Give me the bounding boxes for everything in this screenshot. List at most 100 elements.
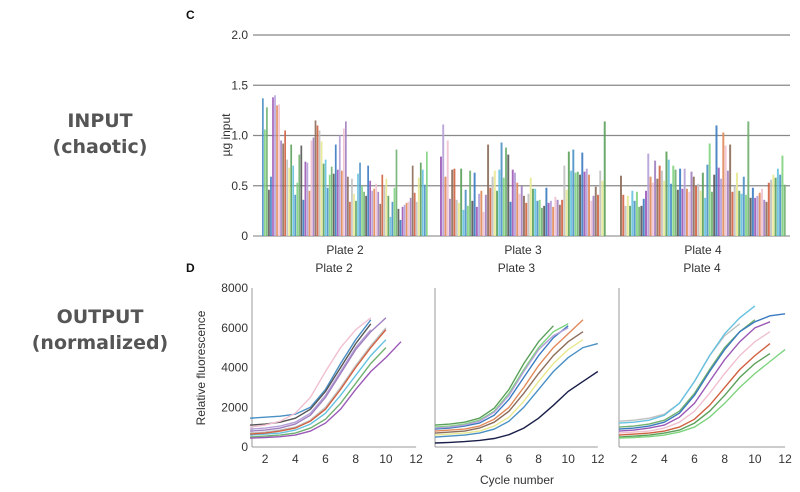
bar bbox=[629, 205, 632, 236]
bar bbox=[338, 135, 341, 236]
fluorescence-curve bbox=[249, 317, 372, 428]
bar bbox=[395, 149, 398, 236]
bar bbox=[701, 172, 704, 236]
bar bbox=[282, 143, 284, 236]
bar bbox=[367, 165, 369, 236]
input-title: INPUT bbox=[67, 110, 133, 132]
bar bbox=[594, 186, 597, 236]
bar bbox=[314, 120, 317, 236]
bar bbox=[296, 182, 299, 236]
y-tick-label: 6000 bbox=[221, 321, 248, 335]
bar bbox=[385, 178, 388, 236]
bar bbox=[572, 149, 575, 236]
bar bbox=[393, 187, 396, 236]
bar bbox=[274, 95, 276, 236]
bar bbox=[656, 178, 659, 236]
y-tick-label: 0 bbox=[241, 229, 248, 243]
bar bbox=[411, 165, 414, 236]
bar bbox=[554, 196, 557, 236]
bar bbox=[529, 177, 532, 236]
bar bbox=[651, 182, 654, 236]
bar bbox=[457, 202, 460, 236]
bar bbox=[590, 200, 593, 236]
bar bbox=[478, 193, 481, 236]
y-axis-label: Relative fluorescence bbox=[194, 310, 208, 425]
bar bbox=[654, 160, 657, 236]
bar bbox=[381, 174, 384, 236]
bar bbox=[640, 205, 643, 236]
bar bbox=[310, 140, 313, 236]
bar bbox=[357, 173, 359, 236]
bar bbox=[754, 197, 757, 236]
bar bbox=[638, 206, 641, 236]
fluorescence-curve bbox=[618, 331, 771, 434]
bar bbox=[525, 202, 528, 236]
fluorescence-curve bbox=[434, 339, 584, 436]
bar bbox=[423, 184, 426, 236]
bar bbox=[320, 141, 323, 236]
bar bbox=[781, 155, 784, 236]
x-tick-label: 10 bbox=[562, 452, 576, 466]
fluorescence-curve bbox=[249, 319, 372, 419]
bar bbox=[278, 104, 280, 236]
fluorescence-curve bbox=[249, 329, 372, 430]
bar bbox=[304, 161, 307, 236]
bar bbox=[720, 178, 723, 236]
bar bbox=[462, 209, 465, 236]
bar bbox=[498, 169, 501, 236]
bar bbox=[642, 198, 645, 236]
category-label: Plate 4 bbox=[684, 243, 722, 257]
panel-title: Plate 3 bbox=[498, 261, 536, 275]
bar bbox=[425, 151, 428, 236]
bar bbox=[413, 192, 416, 236]
bar bbox=[507, 154, 510, 236]
bar bbox=[397, 208, 400, 236]
bar bbox=[635, 191, 638, 236]
bar bbox=[387, 195, 390, 236]
bar bbox=[302, 199, 305, 236]
bar bbox=[658, 165, 661, 236]
bar bbox=[262, 98, 264, 236]
fluorescence-curve bbox=[434, 342, 598, 438]
bar bbox=[300, 145, 303, 236]
bar bbox=[561, 199, 564, 236]
bar bbox=[473, 172, 476, 236]
bar bbox=[482, 211, 485, 236]
bar bbox=[419, 162, 422, 236]
bar bbox=[480, 190, 483, 236]
panel-title: Plate 4 bbox=[683, 261, 721, 275]
bar bbox=[290, 144, 293, 236]
x-tick-label: 2 bbox=[446, 452, 453, 466]
bar bbox=[516, 182, 519, 236]
bar bbox=[332, 173, 335, 236]
bar bbox=[272, 97, 274, 236]
bar bbox=[407, 201, 410, 236]
bar bbox=[588, 174, 590, 236]
bar bbox=[415, 201, 418, 236]
x-tick-label: 6 bbox=[691, 452, 698, 466]
y-tick-label: 0.5 bbox=[231, 179, 248, 193]
bar bbox=[581, 152, 584, 236]
bar bbox=[779, 174, 782, 236]
bar bbox=[493, 170, 496, 236]
fluorescence-curve bbox=[434, 327, 569, 429]
fluorescence-curve bbox=[618, 353, 771, 438]
x-tick-label: 2 bbox=[631, 452, 638, 466]
bar bbox=[704, 197, 707, 236]
fluorescence-curve bbox=[618, 349, 786, 439]
bar bbox=[663, 180, 666, 236]
bar bbox=[758, 192, 761, 236]
bar bbox=[776, 168, 779, 236]
bar bbox=[276, 105, 278, 236]
bar bbox=[361, 185, 363, 236]
bar bbox=[518, 193, 521, 236]
bar bbox=[471, 200, 474, 236]
panel-d-letter: D bbox=[186, 261, 195, 275]
bar bbox=[774, 177, 777, 236]
bar bbox=[527, 193, 530, 236]
bar bbox=[270, 176, 272, 236]
bar bbox=[751, 187, 754, 236]
bar bbox=[692, 176, 695, 236]
bar bbox=[563, 165, 566, 236]
bar bbox=[509, 201, 512, 236]
